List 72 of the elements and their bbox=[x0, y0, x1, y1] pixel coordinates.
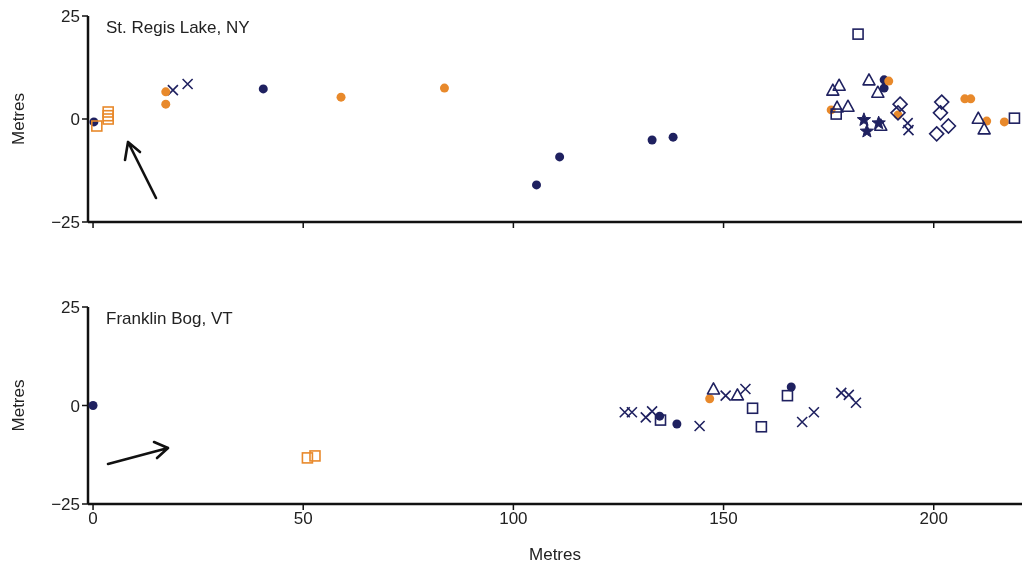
point bbox=[746, 402, 759, 415]
point bbox=[336, 92, 346, 102]
point bbox=[555, 152, 565, 162]
point bbox=[161, 99, 171, 109]
point bbox=[668, 132, 678, 142]
point bbox=[706, 382, 721, 395]
point bbox=[932, 105, 949, 121]
x-tick-label: 150 bbox=[709, 509, 738, 529]
point bbox=[830, 100, 844, 113]
y-tick-label: −25 bbox=[51, 213, 80, 233]
x-tick-label: 100 bbox=[499, 509, 528, 529]
x-tick-label: 0 bbox=[88, 509, 98, 529]
point bbox=[532, 180, 542, 190]
point bbox=[928, 126, 945, 142]
point bbox=[647, 135, 657, 145]
point bbox=[102, 106, 114, 118]
point bbox=[654, 414, 667, 426]
point bbox=[258, 84, 268, 94]
point bbox=[672, 419, 682, 429]
point bbox=[856, 112, 872, 126]
point bbox=[892, 96, 908, 112]
point bbox=[871, 85, 885, 99]
point bbox=[755, 420, 768, 433]
y-tick-label: 25 bbox=[61, 298, 80, 318]
point bbox=[884, 76, 894, 86]
point bbox=[102, 113, 114, 125]
point bbox=[719, 389, 732, 402]
y-tick-label: −25 bbox=[51, 495, 80, 515]
point bbox=[852, 28, 864, 40]
y-tick-label: 25 bbox=[61, 7, 80, 27]
point bbox=[161, 87, 171, 97]
chart-title: St. Regis Lake, NY bbox=[106, 18, 250, 38]
point bbox=[933, 94, 950, 110]
x-tick-label: 200 bbox=[919, 509, 948, 529]
point bbox=[862, 73, 876, 86]
point bbox=[977, 122, 991, 135]
point bbox=[1008, 112, 1021, 124]
point bbox=[841, 99, 855, 113]
point bbox=[102, 109, 114, 122]
point bbox=[902, 124, 915, 136]
point bbox=[781, 389, 794, 402]
point bbox=[91, 120, 103, 132]
point bbox=[999, 117, 1009, 127]
point bbox=[88, 401, 98, 410]
point bbox=[826, 83, 840, 96]
point bbox=[639, 411, 652, 424]
chart-title: Franklin Bog, VT bbox=[106, 309, 233, 329]
y-axis-title: Metres bbox=[9, 93, 29, 145]
point bbox=[309, 450, 321, 462]
x-axis-title: Metres bbox=[529, 545, 581, 564]
point bbox=[808, 406, 820, 418]
point bbox=[859, 123, 875, 138]
point bbox=[901, 117, 914, 129]
point bbox=[966, 94, 976, 104]
point bbox=[830, 108, 843, 120]
point bbox=[693, 420, 706, 432]
point bbox=[301, 452, 314, 464]
point bbox=[439, 83, 449, 93]
point bbox=[739, 383, 752, 395]
point bbox=[850, 396, 862, 409]
point bbox=[971, 111, 986, 124]
y-tick-label: 0 bbox=[70, 110, 80, 130]
point bbox=[705, 394, 715, 404]
point bbox=[890, 105, 906, 121]
point bbox=[181, 78, 194, 90]
point bbox=[940, 118, 957, 134]
y-tick-label: 0 bbox=[70, 396, 80, 416]
x-tick-label: 50 bbox=[293, 509, 313, 529]
point bbox=[646, 405, 658, 418]
point bbox=[730, 388, 745, 401]
point bbox=[832, 78, 846, 92]
y-axis-title: Metres bbox=[9, 379, 29, 432]
